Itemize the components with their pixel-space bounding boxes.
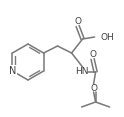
Text: N: N (9, 66, 16, 76)
Text: O: O (89, 50, 96, 59)
Text: O: O (90, 84, 97, 93)
Text: HN: HN (75, 68, 88, 77)
Text: O: O (74, 17, 81, 26)
Text: OH: OH (101, 33, 114, 42)
